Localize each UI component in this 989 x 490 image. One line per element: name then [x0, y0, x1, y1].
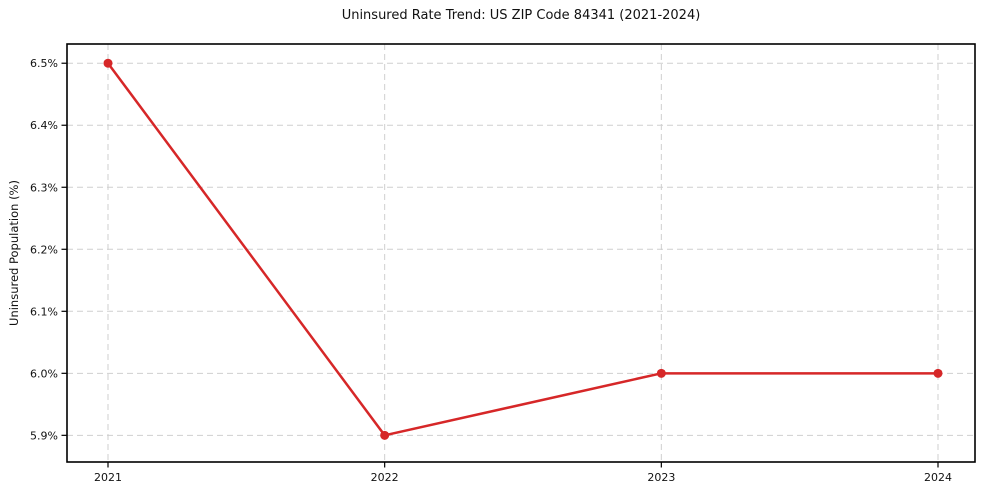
x-tick-label: 2024: [924, 471, 952, 484]
x-tick-label: 2023: [647, 471, 675, 484]
x-tick-label: 2022: [371, 471, 399, 484]
data-point-marker: [103, 58, 113, 68]
y-tick-label: 6.5%: [30, 57, 58, 70]
data-point-marker: [933, 368, 943, 378]
y-tick-label: 6.0%: [30, 367, 58, 380]
series-line: [106, 61, 940, 437]
y-tick-label: 5.9%: [30, 429, 58, 442]
plot-border: [66, 43, 976, 463]
y-tick-label: 6.1%: [30, 305, 58, 318]
y-tick-label: 6.4%: [30, 119, 58, 132]
data-point-marker: [380, 430, 390, 440]
chart-title: Uninsured Rate Trend: US ZIP Code 84341 …: [341, 8, 701, 23]
x-tick-label: 2021: [94, 471, 122, 484]
data-point-marker: [656, 368, 666, 378]
y-tick-label: 6.3%: [30, 181, 58, 194]
y-tick-label: 6.2%: [30, 243, 58, 256]
